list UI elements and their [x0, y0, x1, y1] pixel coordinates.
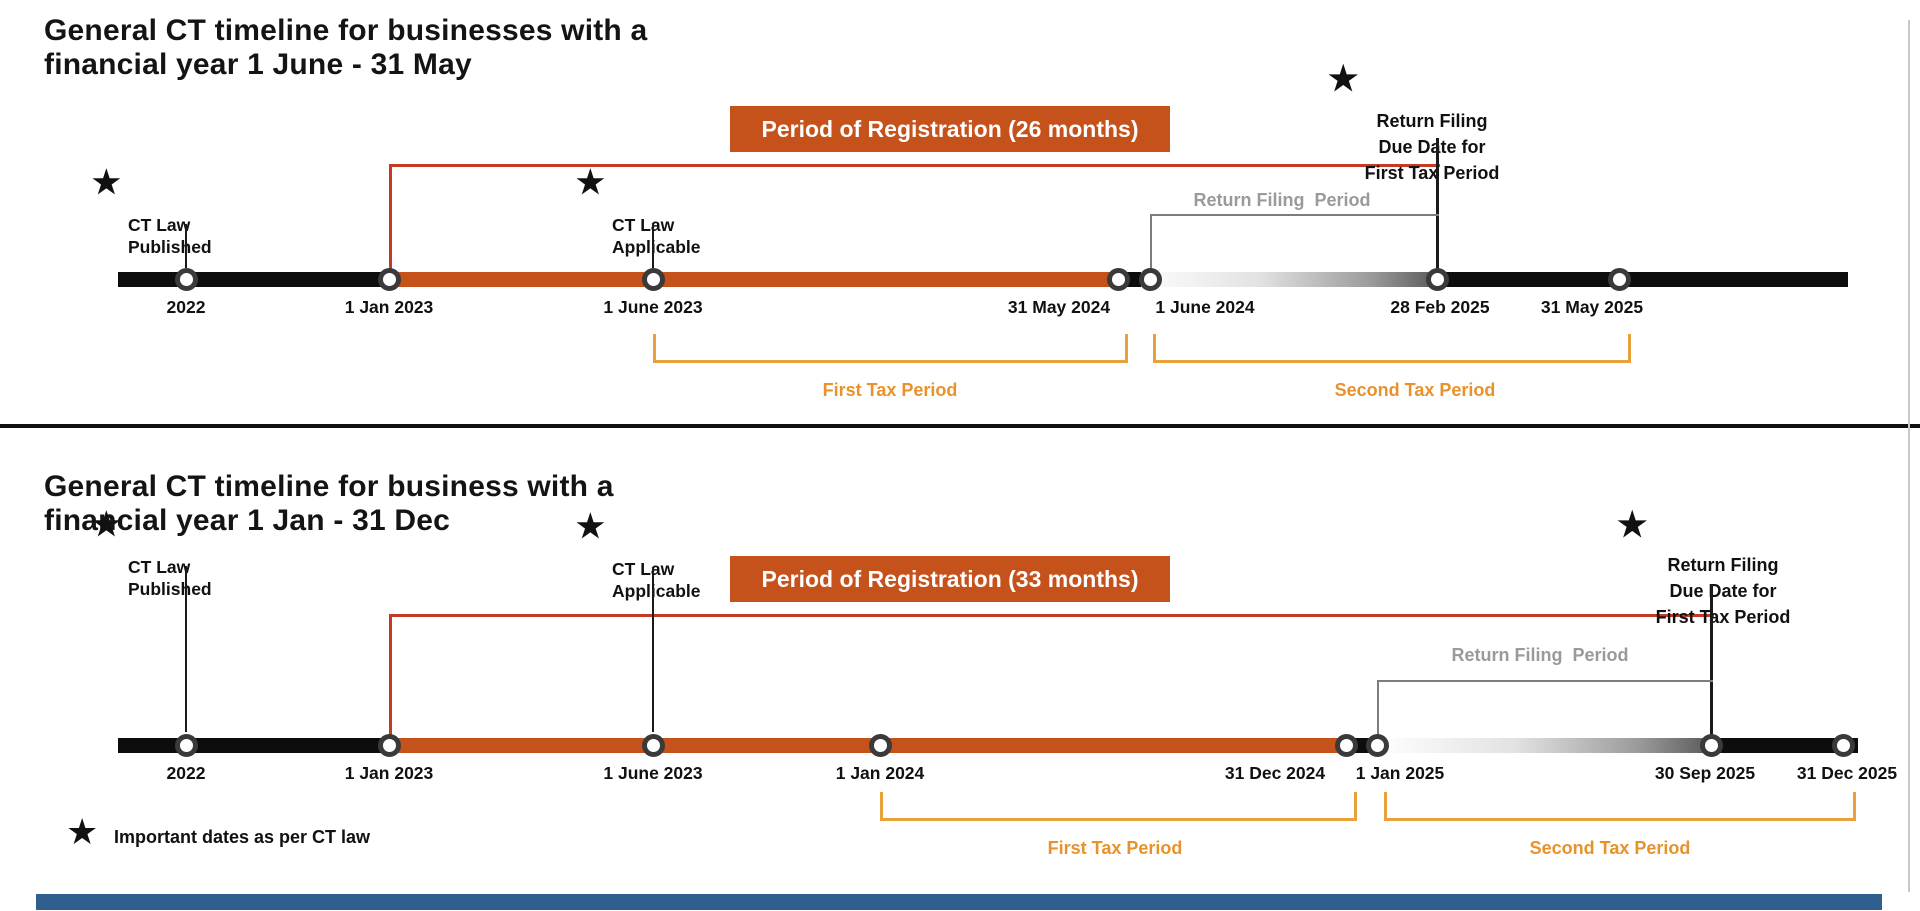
page-title: General CT timeline for businesses with … [44, 14, 648, 81]
event-connector [651, 568, 654, 732]
event-label: CT Law Published [128, 557, 212, 599]
event-ct-law-applicable: ★ CT Law Applicable [576, 510, 701, 602]
milestone-dot [641, 734, 665, 757]
date-label: 30 Sep 2025 [1654, 763, 1756, 783]
return-filing-period-label: Return Filing Period [1451, 645, 1629, 665]
star-icon: ★ [92, 506, 121, 542]
date-label: 1 June 2024 [1155, 297, 1255, 317]
event-ct-law-published: ★ CT Law Published [92, 166, 212, 258]
registration-period-bracket [389, 614, 1714, 741]
milestone-dot [1334, 734, 1358, 757]
event-connector [184, 566, 187, 732]
milestone-dot [1607, 268, 1631, 291]
milestone-dot [868, 734, 892, 757]
return-due-line [1435, 138, 1439, 272]
registration-period-bracket [389, 164, 1440, 275]
date-label: 31 May 2024 [1007, 297, 1111, 317]
milestone-dot [174, 268, 198, 291]
date-label: 1 June 2023 [603, 763, 703, 783]
date-label: 1 Jan 2023 [344, 763, 434, 783]
event-label: CT Law Applicable [612, 559, 701, 601]
star-icon: ★ [92, 164, 121, 200]
milestone-dot [377, 268, 401, 291]
milestone-dot [641, 268, 665, 291]
second-tax-period-label: Second Tax Period [1529, 838, 1691, 858]
star-icon: ★ [576, 508, 605, 544]
date-label: 28 Feb 2025 [1390, 297, 1490, 317]
second-tax-period-bracket [1153, 334, 1631, 363]
return-due-text: Return Filing Due Date for First Tax Per… [1364, 111, 1500, 183]
milestone-dot [174, 734, 198, 757]
date-label: 31 Dec 2024 [1224, 763, 1326, 783]
page-edge [1908, 20, 1910, 892]
date-label: 1 Jan 2023 [344, 297, 434, 317]
date-label: 1 Jan 2024 [835, 763, 925, 783]
star-icon: ★ [1328, 60, 1359, 98]
date-label: 2022 [166, 763, 206, 783]
star-icon: ★ [66, 811, 99, 852]
registration-banner: Period of Registration (26 months) [730, 106, 1170, 152]
registration-period-segment [389, 272, 1112, 287]
return-due-label: ★ Return Filing Due Date for First Tax P… [1328, 56, 1512, 186]
event-ct-law-published: ★ CT Law Published [92, 508, 212, 600]
date-label: 31 Dec 2025 [1796, 763, 1898, 783]
registration-banner: Period of Registration (33 months) [730, 556, 1170, 602]
return-due-line [1709, 584, 1713, 738]
return-filing-period-bracket [1150, 214, 1439, 274]
registration-period-segment [389, 738, 1340, 753]
first-tax-period-label: First Tax Period [1047, 838, 1183, 858]
return-filing-period-bracket [1377, 680, 1713, 740]
return-filing-period-label: Return Filing Period [1193, 190, 1371, 210]
first-tax-period-label: First Tax Period [822, 380, 958, 400]
first-tax-period-bracket [653, 334, 1128, 363]
star-icon: ★ [1617, 506, 1648, 544]
page-title: General CT timeline for business with a … [44, 470, 614, 537]
event-connector [184, 224, 187, 268]
star-icon: ★ [576, 164, 605, 200]
event-ct-law-applicable: ★ CT Law Applicable [576, 166, 701, 258]
milestone-dot [1365, 734, 1389, 757]
event-connector [651, 224, 654, 268]
milestone-dot [1425, 268, 1449, 291]
section-divider [0, 424, 1920, 428]
footer-bar [36, 894, 1882, 910]
event-label: CT Law Published [128, 215, 212, 257]
date-label: 1 June 2023 [603, 297, 703, 317]
date-label: 31 May 2025 [1540, 297, 1644, 317]
milestone-dot [1106, 268, 1130, 291]
milestone-dot [377, 734, 401, 757]
milestone-dot [1138, 268, 1162, 291]
timeline-bar [118, 272, 1848, 287]
second-tax-period-label: Second Tax Period [1334, 380, 1496, 400]
return-due-label: ★ Return Filing Due Date for First Tax P… [1617, 500, 1803, 630]
return-filing-gradient-segment [1141, 272, 1437, 287]
milestone-dot [1699, 734, 1723, 757]
second-tax-period-bracket [1384, 792, 1856, 821]
return-filing-gradient-segment [1385, 738, 1711, 753]
return-due-text: Return Filing Due Date for First Tax Per… [1655, 555, 1791, 627]
timeline-bar [118, 738, 1858, 753]
legend-label: Important dates as per CT law [114, 827, 371, 847]
date-label: 1 Jan 2025 [1355, 763, 1445, 783]
date-label: 2022 [166, 297, 206, 317]
timeline-section-june-may: General CT timeline for businesses with … [0, 0, 1920, 424]
first-tax-period-bracket [880, 792, 1357, 821]
milestone-dot [1831, 734, 1855, 757]
event-label: CT Law Applicable [612, 215, 701, 257]
